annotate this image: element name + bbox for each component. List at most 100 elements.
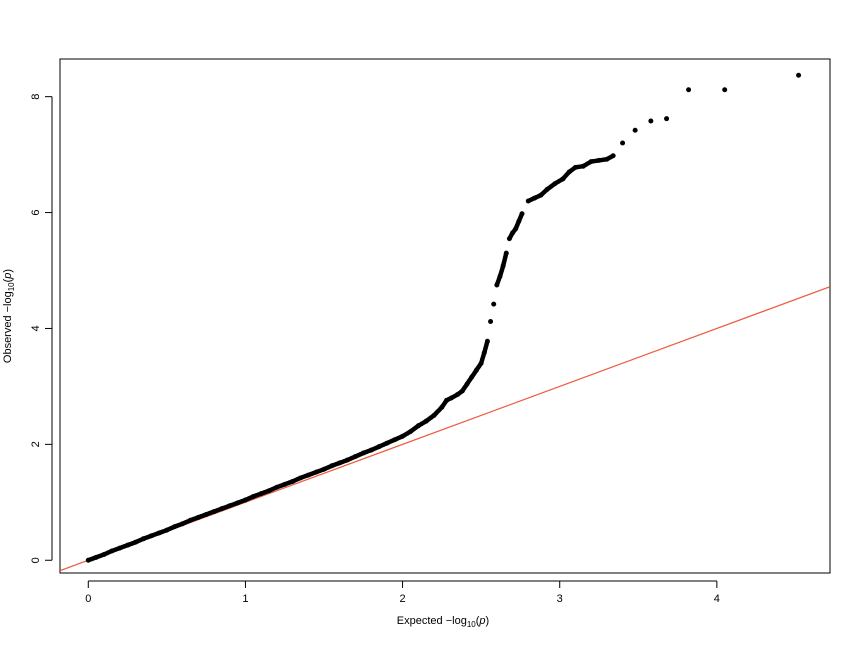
data-point bbox=[140, 536, 146, 542]
data-point bbox=[290, 478, 296, 484]
data-point bbox=[329, 463, 335, 469]
data-point bbox=[384, 440, 390, 446]
data-point bbox=[400, 433, 406, 439]
data-point bbox=[360, 450, 366, 456]
data-point bbox=[258, 491, 264, 497]
data-point bbox=[313, 469, 319, 475]
data-point bbox=[478, 360, 484, 366]
data-point bbox=[648, 118, 654, 124]
data-point bbox=[686, 87, 692, 93]
y-tick-label: 8 bbox=[30, 94, 42, 100]
data-point bbox=[464, 381, 470, 387]
data-point bbox=[455, 392, 461, 398]
data-point bbox=[473, 367, 479, 373]
x-tick-label: 3 bbox=[557, 593, 563, 605]
data-point bbox=[305, 472, 311, 478]
data-point bbox=[506, 236, 512, 242]
data-point bbox=[538, 192, 544, 198]
data-point bbox=[125, 542, 131, 548]
data-point bbox=[488, 319, 494, 325]
data-point bbox=[469, 374, 475, 380]
y-tick-label: 2 bbox=[30, 441, 42, 447]
data-point bbox=[132, 539, 138, 545]
data-point bbox=[632, 127, 638, 133]
data-point bbox=[321, 466, 327, 472]
data-point bbox=[497, 273, 503, 279]
data-point bbox=[610, 153, 616, 159]
x-tick-label: 2 bbox=[400, 593, 406, 605]
data-point bbox=[227, 503, 233, 509]
x-axis: 0 1 2 3 4 bbox=[85, 580, 720, 605]
data-point bbox=[407, 429, 413, 435]
data-point bbox=[415, 423, 421, 429]
data-point bbox=[604, 156, 610, 162]
y-tick-label: 6 bbox=[30, 210, 42, 216]
data-point bbox=[513, 226, 519, 232]
x-tick-label: 1 bbox=[242, 593, 248, 605]
data-point bbox=[572, 164, 578, 170]
data-point bbox=[722, 87, 728, 93]
data-point bbox=[109, 548, 115, 554]
data-point bbox=[101, 551, 107, 557]
data-point bbox=[172, 524, 178, 530]
data-point bbox=[500, 263, 506, 269]
x-tick-label: 0 bbox=[85, 593, 91, 605]
data-point bbox=[431, 412, 437, 418]
y-tick-label: 0 bbox=[30, 557, 42, 563]
data-point bbox=[503, 250, 509, 256]
data-point bbox=[180, 521, 186, 527]
data-point bbox=[664, 116, 670, 122]
data-point bbox=[484, 338, 490, 344]
data-point bbox=[156, 530, 162, 536]
data-point bbox=[596, 157, 602, 163]
data-point bbox=[519, 211, 525, 217]
data-point bbox=[337, 460, 343, 466]
data-point bbox=[448, 395, 454, 401]
data-point bbox=[459, 388, 465, 394]
data-point bbox=[352, 454, 358, 460]
data-point bbox=[368, 447, 374, 453]
data-point bbox=[195, 514, 201, 520]
data-point bbox=[532, 195, 538, 201]
data-point bbox=[297, 475, 303, 481]
data-point bbox=[211, 509, 217, 515]
data-point bbox=[552, 181, 558, 187]
data-point bbox=[481, 350, 487, 356]
data-point bbox=[392, 437, 398, 443]
data-point bbox=[566, 169, 572, 175]
data-point bbox=[494, 282, 500, 288]
data-point bbox=[148, 533, 154, 539]
data-point bbox=[525, 198, 531, 204]
plot-box bbox=[59, 58, 831, 574]
y-axis: 0 2 4 6 8 bbox=[30, 94, 53, 563]
data-point bbox=[620, 140, 626, 146]
data-point bbox=[376, 444, 382, 450]
data-point bbox=[544, 186, 550, 192]
data-point bbox=[219, 506, 225, 512]
data-points bbox=[85, 72, 802, 563]
data-point bbox=[439, 404, 445, 410]
data-point bbox=[580, 163, 586, 169]
data-point bbox=[274, 484, 280, 490]
data-point bbox=[250, 494, 256, 500]
data-point bbox=[516, 218, 522, 224]
y-axis-title: Observed −log10(p) bbox=[2, 269, 16, 363]
data-point bbox=[242, 497, 248, 503]
data-point bbox=[203, 511, 209, 517]
y-tick-label: 4 bbox=[30, 325, 42, 331]
x-tick-label: 4 bbox=[714, 593, 720, 605]
data-point bbox=[423, 418, 429, 424]
data-point bbox=[796, 72, 802, 78]
data-point bbox=[235, 500, 241, 506]
data-point bbox=[510, 230, 516, 236]
data-point bbox=[187, 517, 193, 523]
data-point bbox=[117, 545, 123, 551]
data-point bbox=[491, 301, 497, 307]
data-point bbox=[93, 554, 99, 560]
data-point bbox=[85, 557, 91, 563]
data-point bbox=[588, 159, 594, 165]
data-point bbox=[444, 397, 450, 403]
data-point bbox=[282, 481, 288, 487]
data-point bbox=[266, 488, 272, 494]
